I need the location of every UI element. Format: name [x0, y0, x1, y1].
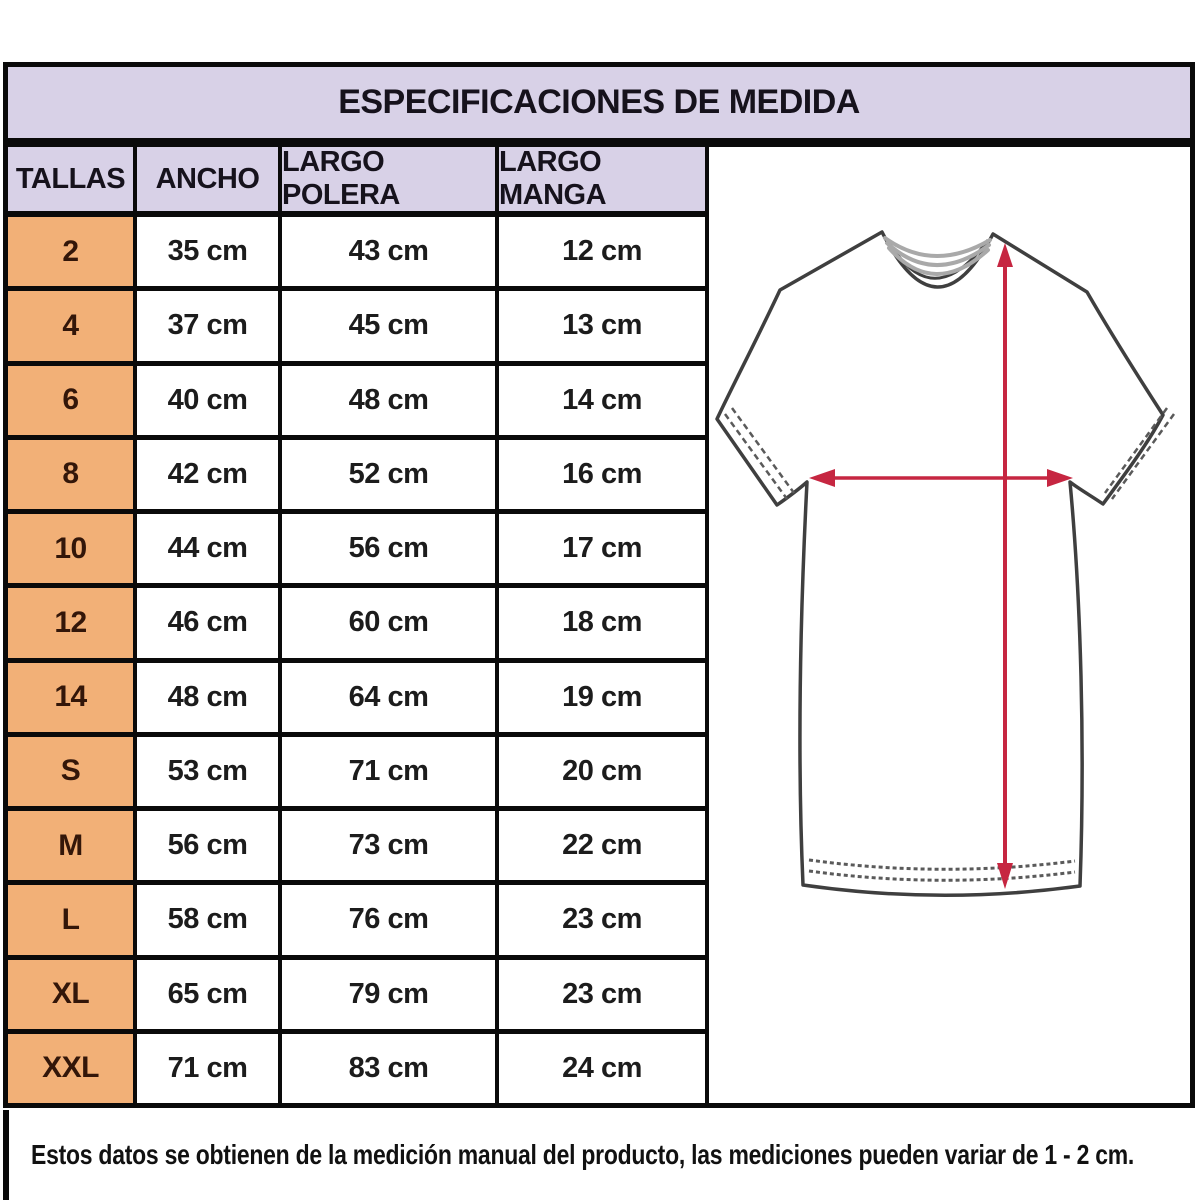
largo-polera-cell: 45 cm — [282, 291, 499, 361]
largo-manga-cell: 23 cm — [499, 959, 705, 1029]
table-row: XXL 71 cm 83 cm 24 cm — [8, 1033, 705, 1103]
ancho-cell: 56 cm — [137, 811, 282, 881]
table-row: 14 48 cm 64 cm 19 cm — [8, 662, 705, 737]
largo-polera-cell: 73 cm — [282, 811, 499, 881]
table-header-row: TALLAS ANCHO LARGO POLERA LARGO MANGA — [8, 146, 705, 217]
length-arrow — [997, 243, 1013, 889]
size-cell: L — [8, 885, 137, 955]
size-table: TALLAS ANCHO LARGO POLERA LARGO MANGA 2 … — [8, 146, 705, 1103]
measurement-arrows — [809, 243, 1073, 889]
largo-polera-cell: 76 cm — [282, 885, 499, 955]
largo-manga-cell: 14 cm — [499, 365, 705, 435]
table-row: M 56 cm 73 cm 22 cm — [8, 811, 705, 886]
largo-manga-cell: 20 cm — [499, 736, 705, 806]
largo-manga-cell: 16 cm — [499, 439, 705, 509]
largo-polera-cell: 83 cm — [282, 1033, 499, 1103]
content: TALLAS ANCHO LARGO POLERA LARGO MANGA 2 … — [8, 146, 1190, 1103]
size-cell: S — [8, 736, 137, 806]
largo-polera-cell: 79 cm — [282, 959, 499, 1029]
ancho-cell: 44 cm — [137, 514, 282, 584]
tshirt-diagram-cell — [705, 147, 1190, 1103]
largo-manga-cell: 19 cm — [499, 662, 705, 732]
table-row: L 58 cm 76 cm 23 cm — [8, 885, 705, 960]
largo-manga-cell: 12 cm — [499, 217, 705, 287]
ancho-cell: 71 cm — [137, 1033, 282, 1103]
size-cell: 8 — [8, 439, 137, 509]
ancho-cell: 53 cm — [137, 736, 282, 806]
ancho-cell: 48 cm — [137, 662, 282, 732]
largo-manga-cell: 18 cm — [499, 588, 705, 658]
ancho-cell: 42 cm — [137, 439, 282, 509]
largo-manga-cell: 13 cm — [499, 291, 705, 361]
table-row: 8 42 cm 52 cm 16 cm — [8, 439, 705, 514]
largo-manga-cell: 24 cm — [499, 1033, 705, 1103]
largo-polera-cell: 64 cm — [282, 662, 499, 732]
size-cell: 12 — [8, 588, 137, 658]
collar-ribbing — [883, 236, 992, 276]
largo-polera-cell: 48 cm — [282, 365, 499, 435]
measurement-note: Estos datos se obtienen de la medición m… — [31, 1139, 1135, 1170]
table-body: 2 35 cm 43 cm 12 cm 4 37 cm 45 cm 13 cm … — [8, 217, 705, 1103]
column-header-largo-manga: LARGO MANGA — [499, 146, 705, 211]
column-header-largo-polera: LARGO POLERA — [282, 146, 499, 211]
largo-polera-cell: 52 cm — [282, 439, 499, 509]
largo-polera-cell: 71 cm — [282, 736, 499, 806]
ancho-cell: 37 cm — [137, 291, 282, 361]
size-spec-sheet: ESPECIFICACIONES DE MEDIDA TALLAS ANCHO … — [3, 62, 1195, 1108]
width-arrow — [809, 469, 1073, 487]
title-bar: ESPECIFICACIONES DE MEDIDA — [8, 67, 1190, 147]
hem-stitching — [808, 858, 1076, 882]
table-row: XL 65 cm 79 cm 23 cm — [8, 959, 705, 1034]
table-row: 12 46 cm 60 cm 18 cm — [8, 588, 705, 663]
size-cell: M — [8, 811, 137, 881]
page-title: ESPECIFICACIONES DE MEDIDA — [338, 83, 860, 121]
ancho-cell: 46 cm — [137, 588, 282, 658]
column-header-ancho: ANCHO — [137, 147, 282, 211]
size-cell: XL — [8, 959, 137, 1029]
largo-manga-cell: 22 cm — [499, 811, 705, 881]
size-cell: 4 — [8, 291, 137, 361]
table-row: 10 44 cm 56 cm 17 cm — [8, 514, 705, 589]
size-cell: 2 — [8, 217, 137, 287]
ancho-cell: 40 cm — [137, 365, 282, 435]
size-cell: 14 — [8, 662, 137, 732]
size-cell: 10 — [8, 514, 137, 584]
largo-manga-cell: 23 cm — [499, 885, 705, 955]
column-header-tallas: TALLAS — [8, 147, 137, 211]
table-row: 4 37 cm 45 cm 13 cm — [8, 291, 705, 366]
note-area: Estos datos se obtienen de la medición m… — [3, 1110, 1195, 1200]
table-row: S 53 cm 71 cm 20 cm — [8, 736, 705, 811]
largo-polera-cell: 56 cm — [282, 514, 499, 584]
largo-polera-cell: 43 cm — [282, 217, 499, 287]
largo-polera-cell: 60 cm — [282, 588, 499, 658]
largo-manga-cell: 17 cm — [499, 514, 705, 584]
ancho-cell: 35 cm — [137, 217, 282, 287]
table-row: 2 35 cm 43 cm 12 cm — [8, 217, 705, 292]
table-row: 6 40 cm 48 cm 14 cm — [8, 365, 705, 440]
sleeve-stitching — [723, 407, 1176, 500]
size-cell: XXL — [8, 1033, 137, 1103]
tshirt-outline — [715, 230, 1165, 897]
ancho-cell: 65 cm — [137, 959, 282, 1029]
tshirt-diagram — [715, 230, 1176, 897]
size-cell: 6 — [8, 365, 137, 435]
ancho-cell: 58 cm — [137, 885, 282, 955]
